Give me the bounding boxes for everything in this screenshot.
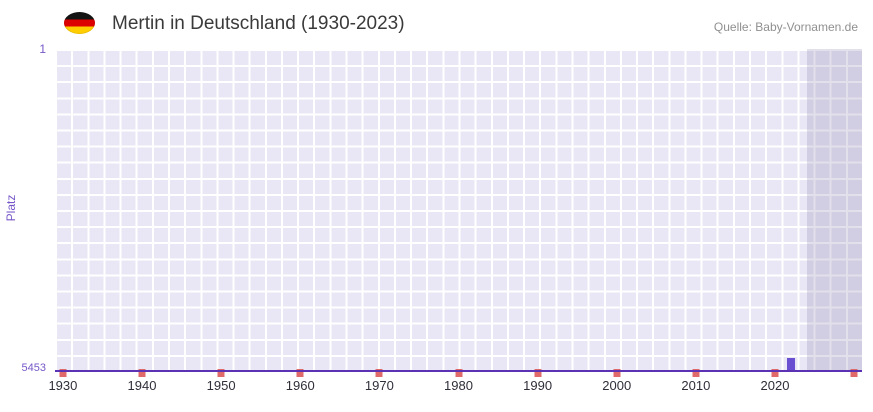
rank-baseline xyxy=(55,370,862,372)
decade-marker xyxy=(59,369,67,377)
plot-area[interactable] xyxy=(55,49,862,377)
source-credit: Quelle: Baby-Vornamen.de xyxy=(713,20,858,34)
y-tick-top: 1 xyxy=(39,42,46,56)
y-axis-label: Platz xyxy=(4,194,18,222)
x-tick-label: 1930 xyxy=(48,378,78,393)
marker-layer xyxy=(55,49,862,377)
decade-marker xyxy=(771,369,779,377)
page-title: Mertin in Deutschland (1930-2023) xyxy=(112,13,405,34)
x-tick-label: 1940 xyxy=(127,378,157,393)
x-tick-label: 1950 xyxy=(206,378,236,393)
decade-marker xyxy=(296,369,304,377)
x-axis: 1930 1940 1950 1960 1970 1980 1990 2000 2010 2020 xyxy=(48,377,862,395)
future-band xyxy=(806,49,862,371)
bar-layer xyxy=(55,49,862,371)
x-tick-label: 1960 xyxy=(285,378,315,393)
x-tick-label: 1990 xyxy=(523,378,553,393)
x-tick-label: 2020 xyxy=(760,378,790,393)
decade-marker xyxy=(692,369,700,377)
germany-flag-icon xyxy=(64,12,95,34)
decade-marker xyxy=(375,369,383,377)
x-tick-label: 1970 xyxy=(364,378,394,393)
decade-marker xyxy=(138,369,146,377)
decade-marker xyxy=(217,369,225,377)
y-tick-bottom: 5453 xyxy=(21,362,46,374)
decade-marker xyxy=(534,369,542,377)
x-tick-label: 2000 xyxy=(602,378,632,393)
decade-marker xyxy=(455,369,462,377)
decade-marker xyxy=(850,369,858,377)
x-tick-label: 2010 xyxy=(681,378,711,393)
x-tick-label: 1980 xyxy=(444,378,473,393)
rank-bar xyxy=(786,357,795,371)
decade-marker xyxy=(613,369,621,377)
